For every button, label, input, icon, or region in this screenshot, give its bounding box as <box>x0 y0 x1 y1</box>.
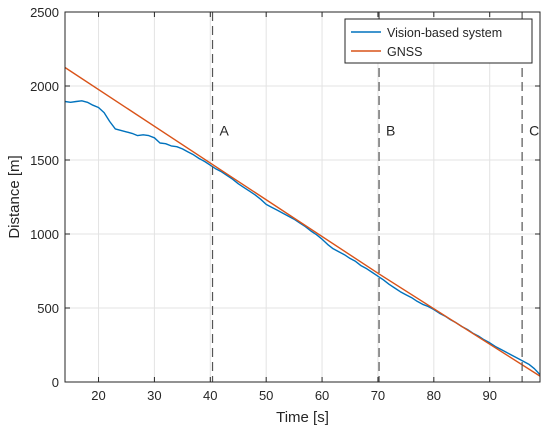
plot-frame <box>64 11 541 383</box>
y-tick-label: 1500 <box>30 153 59 168</box>
y-tick-label: 1000 <box>30 227 59 242</box>
y-tick-label: 2000 <box>30 79 59 94</box>
series-line-vision-based-system <box>64 100 541 376</box>
marker-label-a: A <box>220 122 230 138</box>
event-markers: A B C <box>211 12 539 382</box>
x-tick-label: 50 <box>259 388 273 403</box>
y-tick-label: 0 <box>52 375 59 390</box>
y-tick-label: 500 <box>37 301 59 316</box>
x-tick-label: 90 <box>482 388 496 403</box>
x-tick-label: 40 <box>203 388 217 403</box>
legend-label: GNSS <box>387 45 422 59</box>
legend-label: Vision-based system <box>387 26 502 40</box>
y-tick-label: 2500 <box>30 5 59 20</box>
marker-label-c: C <box>529 122 539 138</box>
x-tick-label: 70 <box>371 388 385 403</box>
series-line-gnss <box>64 66 541 377</box>
x-axis-label: Time [s] <box>276 409 329 426</box>
x-tick-label: 20 <box>91 388 105 403</box>
y-axis-label: Distance [m] <box>6 155 23 238</box>
x-tick-label: 30 <box>147 388 161 403</box>
marker-label-b: B <box>386 122 395 138</box>
grid <box>65 11 540 383</box>
legend-box <box>344 18 533 64</box>
legend: Vision-based system GNSS <box>344 18 533 64</box>
x-tick-label: 80 <box>427 388 441 403</box>
axis-ticks: 20 30 40 50 60 70 80 90 0 500 1000 1500 2000 2500 <box>30 5 540 403</box>
x-tick-label: 60 <box>315 388 329 403</box>
series-lines <box>64 66 541 377</box>
